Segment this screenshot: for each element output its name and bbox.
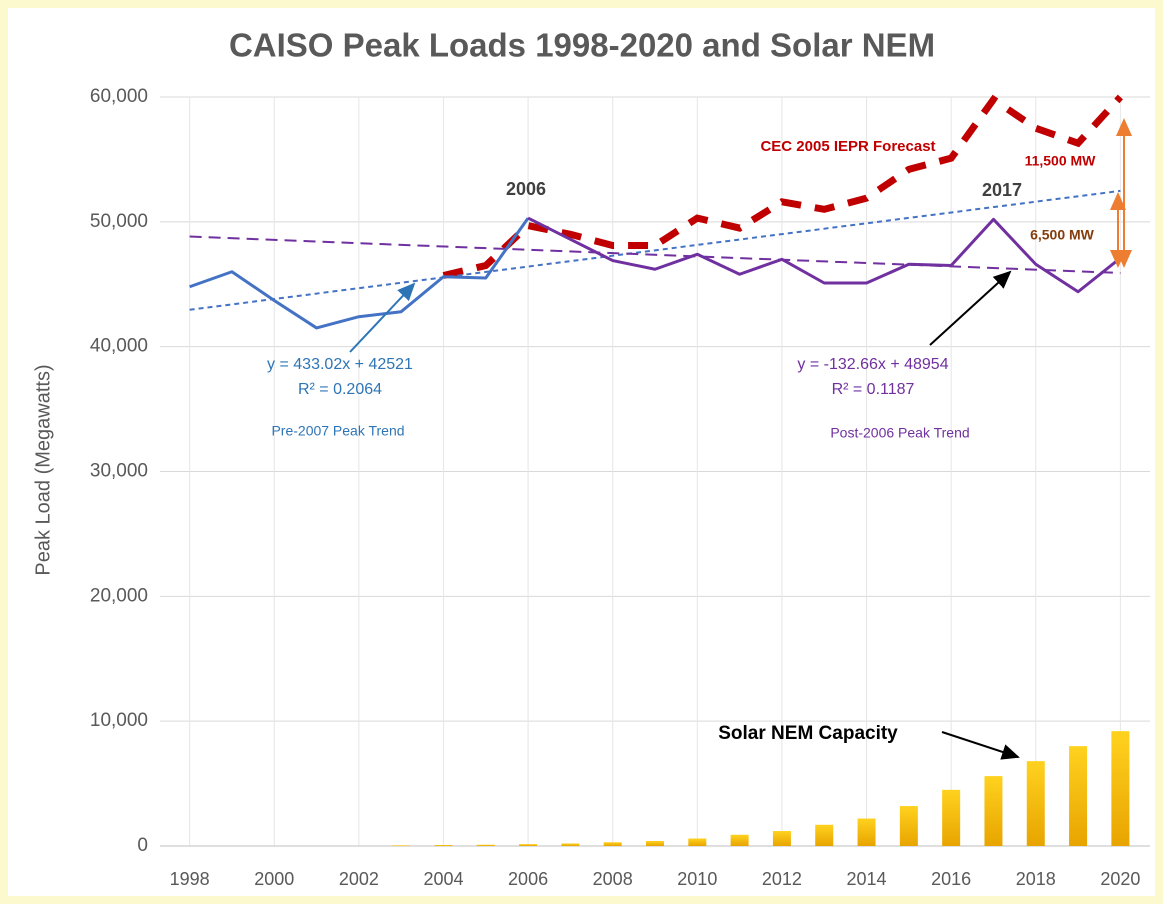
bar (688, 838, 707, 846)
annotation: 2017 (982, 180, 1022, 200)
chart-title: CAISO Peak Loads 1998-2020 and Solar NEM (229, 27, 935, 64)
x-tick-label: 2004 (423, 869, 463, 889)
bar (815, 824, 834, 846)
y-tick-label: 30,000 (90, 461, 148, 482)
bar (476, 844, 495, 846)
x-tick-label: 2000 (254, 869, 294, 889)
trend-line (189, 189, 1121, 311)
bar (857, 818, 876, 846)
x-tick-label: 2020 (1100, 869, 1140, 889)
trend-name: Post-2006 Peak Trend (830, 425, 969, 441)
forecast-line (442, 94, 1123, 279)
arrow (349, 282, 416, 353)
x-tick-label: 2018 (1016, 869, 1056, 889)
x-tick-label: 2014 (847, 869, 887, 889)
trend-r2: R² = 0.2064 (298, 381, 382, 398)
bar (730, 834, 749, 846)
trend-equation: y = -132.66x + 48954 (797, 356, 948, 373)
bar (899, 806, 918, 846)
bar (942, 789, 961, 846)
x-tick-label: 2008 (593, 869, 633, 889)
y-axis-title: Peak Load (Megawatts) (32, 364, 54, 575)
annotation: 11,500 MW (1025, 153, 1097, 169)
y-tick-label: 0 (137, 835, 148, 856)
trend-equation: y = 433.02x + 42521 (267, 356, 413, 373)
x-tick-label: 2016 (931, 869, 971, 889)
bar (772, 831, 791, 846)
arrow (929, 270, 1012, 346)
bar-series-label: Solar NEM Capacity (718, 723, 898, 744)
x-tick-label: 2010 (677, 869, 717, 889)
y-tick-label: 10,000 (90, 710, 148, 731)
arrow (941, 731, 1020, 760)
annotation: 6,500 MW (1030, 227, 1095, 243)
bar (1026, 761, 1045, 846)
data-line (527, 216, 1122, 294)
trend-r2: R² = 0.1187 (832, 381, 915, 398)
data-line (189, 217, 530, 330)
bar (984, 776, 1003, 846)
bar (434, 845, 453, 846)
x-tick-label: 2002 (339, 869, 379, 889)
bar (1069, 746, 1088, 846)
trend-name: Pre-2007 Peak Trend (271, 423, 404, 439)
y-tick-label: 40,000 (90, 336, 148, 357)
x-tick-label: 2006 (508, 869, 548, 889)
bar (519, 844, 538, 846)
chart-background (8, 8, 1155, 896)
bar (603, 842, 622, 846)
trend-line (189, 235, 1121, 274)
y-tick-label: 60,000 (90, 86, 148, 107)
bar (1111, 731, 1130, 846)
bar (392, 845, 411, 846)
x-tick-label: 2012 (762, 869, 802, 889)
annotation: 2006 (506, 179, 546, 199)
x-tick-label: 1998 (170, 869, 210, 889)
y-tick-label: 50,000 (90, 211, 148, 232)
forecast-label: CEC 2005 IEPR Forecast (760, 138, 935, 155)
y-tick-label: 20,000 (90, 585, 148, 606)
bar (646, 841, 664, 846)
bar (561, 843, 580, 846)
